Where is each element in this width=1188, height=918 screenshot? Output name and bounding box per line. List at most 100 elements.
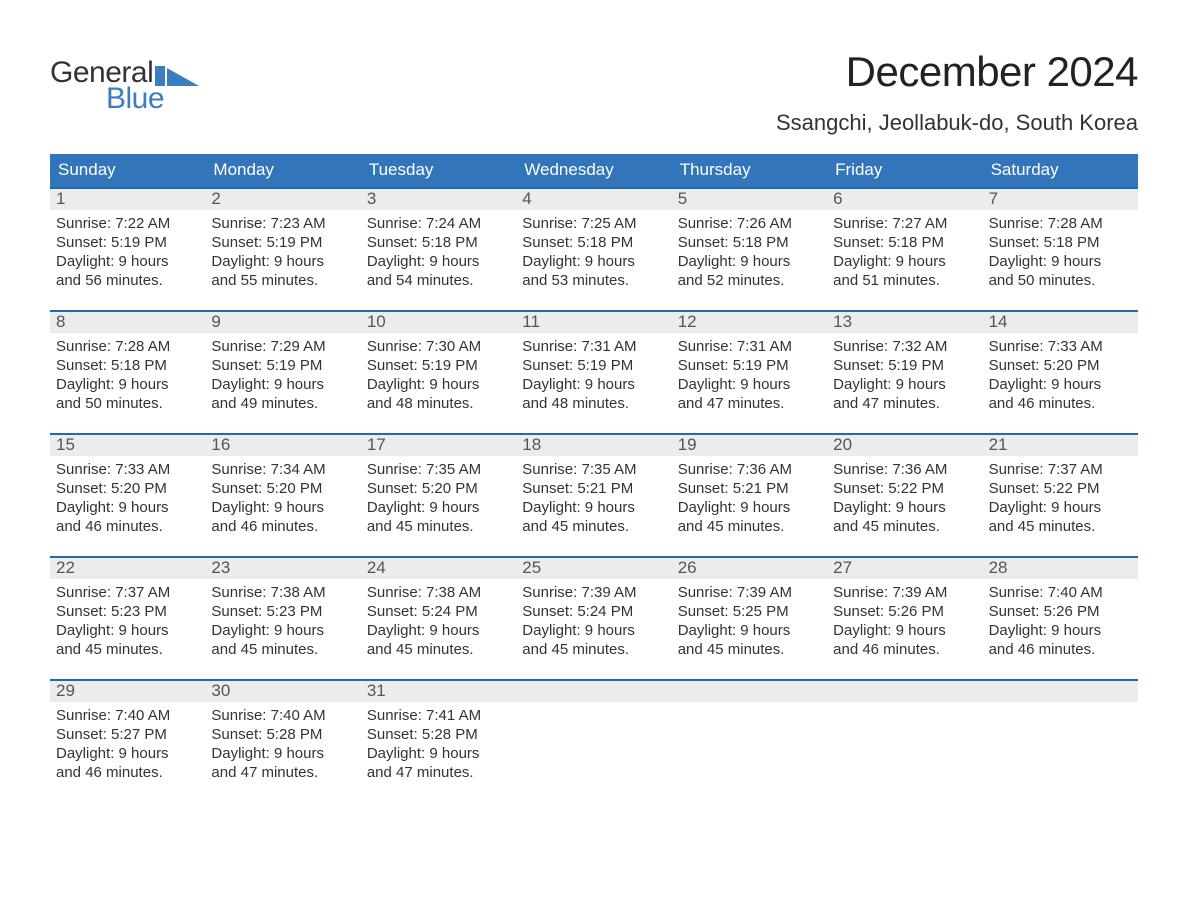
sunset-line: Sunset: 5:22 PM (833, 479, 976, 498)
daylight-line-1: Daylight: 9 hours (833, 252, 976, 271)
sunset-line: Sunset: 5:28 PM (367, 725, 510, 744)
sunrise-value: 7:24 AM (426, 215, 481, 232)
day-cell: Sunrise: 7:39 AMSunset: 5:26 PMDaylight:… (827, 579, 982, 665)
title-block: December 2024 Ssangchi, Jeollabuk-do, So… (776, 48, 1138, 136)
date-number: 15 (50, 435, 205, 456)
daylight-line-2: and 45 minutes. (367, 517, 510, 536)
date-number: 14 (983, 312, 1138, 333)
sunrise-label: Sunrise: (56, 707, 111, 724)
sunrise-line: Sunrise: 7:39 AM (678, 583, 821, 602)
daylight-line-2: and 46 minutes. (989, 640, 1132, 659)
sunset-line: Sunset: 5:26 PM (833, 602, 976, 621)
daylight-line-2: and 45 minutes. (522, 640, 665, 659)
sunrise-label: Sunrise: (211, 584, 266, 601)
sunset-value: 5:19 PM (577, 357, 633, 374)
sunrise-value: 7:36 AM (737, 461, 792, 478)
sunset-value: 5:19 PM (266, 234, 322, 251)
date-number: 30 (205, 681, 360, 702)
date-number: 29 (50, 681, 205, 702)
sunrise-line: Sunrise: 7:40 AM (211, 706, 354, 725)
weekday-header: SundayMondayTuesdayWednesdayThursdayFrid… (50, 154, 1138, 187)
day-cell: Sunrise: 7:40 AMSunset: 5:27 PMDaylight:… (50, 702, 205, 788)
date-number: 2 (205, 189, 360, 210)
day-cell: Sunrise: 7:35 AMSunset: 5:21 PMDaylight:… (516, 456, 671, 542)
sunrise-value: 7:40 AM (271, 707, 326, 724)
sunrise-line: Sunrise: 7:28 AM (989, 214, 1132, 233)
sunset-value: 5:26 PM (1044, 603, 1100, 620)
sunset-value: 5:24 PM (577, 603, 633, 620)
sunrise-value: 7:32 AM (892, 338, 947, 355)
daylight-line-1: Daylight: 9 hours (678, 498, 821, 517)
sunrise-value: 7:22 AM (115, 215, 170, 232)
sunset-line: Sunset: 5:23 PM (211, 602, 354, 621)
daylight-line-2: and 49 minutes. (211, 394, 354, 413)
daylight-line-2: and 47 minutes. (678, 394, 821, 413)
sunset-label: Sunset: (211, 357, 262, 374)
daylight-line-2: and 50 minutes. (56, 394, 199, 413)
sunset-value: 5:28 PM (422, 726, 478, 743)
daylight-line-2: and 46 minutes. (56, 763, 199, 782)
sunset-label: Sunset: (56, 480, 107, 497)
sunset-line: Sunset: 5:20 PM (211, 479, 354, 498)
sunset-label: Sunset: (678, 480, 729, 497)
date-number: 31 (361, 681, 516, 702)
sunset-label: Sunset: (989, 603, 1040, 620)
day-cell: Sunrise: 7:23 AMSunset: 5:19 PMDaylight:… (205, 210, 360, 296)
sunset-value: 5:18 PM (422, 234, 478, 251)
sunset-label: Sunset: (833, 603, 884, 620)
date-number: 1 (50, 189, 205, 210)
sunrise-value: 7:33 AM (1048, 338, 1103, 355)
date-number (672, 681, 827, 702)
date-number: 10 (361, 312, 516, 333)
sunset-line: Sunset: 5:19 PM (522, 356, 665, 375)
date-number: 13 (827, 312, 982, 333)
date-number: 23 (205, 558, 360, 579)
sunrise-label: Sunrise: (522, 461, 577, 478)
sunrise-label: Sunrise: (833, 584, 888, 601)
weekday-monday: Monday (205, 154, 360, 187)
daylight-line-1: Daylight: 9 hours (211, 375, 354, 394)
sunset-value: 5:19 PM (888, 357, 944, 374)
sunrise-label: Sunrise: (367, 707, 422, 724)
sunrise-value: 7:23 AM (271, 215, 326, 232)
day-cell: Sunrise: 7:32 AMSunset: 5:19 PMDaylight:… (827, 333, 982, 419)
sunrise-label: Sunrise: (989, 215, 1044, 232)
sunrise-label: Sunrise: (989, 584, 1044, 601)
sunset-value: 5:19 PM (111, 234, 167, 251)
sunrise-line: Sunrise: 7:40 AM (56, 706, 199, 725)
sunset-value: 5:19 PM (266, 357, 322, 374)
day-cell: Sunrise: 7:30 AMSunset: 5:19 PMDaylight:… (361, 333, 516, 419)
sunset-line: Sunset: 5:23 PM (56, 602, 199, 621)
day-cell: Sunrise: 7:28 AMSunset: 5:18 PMDaylight:… (50, 333, 205, 419)
sunrise-value: 7:35 AM (581, 461, 636, 478)
daylight-line-2: and 45 minutes. (211, 640, 354, 659)
date-number: 16 (205, 435, 360, 456)
daylight-line-2: and 45 minutes. (678, 517, 821, 536)
sunrise-value: 7:39 AM (892, 584, 947, 601)
day-cell: Sunrise: 7:38 AMSunset: 5:23 PMDaylight:… (205, 579, 360, 665)
weeks-container: 1234567Sunrise: 7:22 AMSunset: 5:19 PMDa… (50, 187, 1138, 788)
date-number: 24 (361, 558, 516, 579)
weekday-friday: Friday (827, 154, 982, 187)
date-number: 26 (672, 558, 827, 579)
sunset-line: Sunset: 5:24 PM (367, 602, 510, 621)
daylight-line-2: and 46 minutes. (211, 517, 354, 536)
sunrise-value: 7:40 AM (115, 707, 170, 724)
daylight-line-1: Daylight: 9 hours (678, 252, 821, 271)
date-number: 22 (50, 558, 205, 579)
daylight-line-1: Daylight: 9 hours (367, 744, 510, 763)
sunrise-label: Sunrise: (56, 338, 111, 355)
sunset-line: Sunset: 5:19 PM (678, 356, 821, 375)
sunrise-line: Sunrise: 7:33 AM (56, 460, 199, 479)
sunset-label: Sunset: (833, 480, 884, 497)
daylight-line-2: and 52 minutes. (678, 271, 821, 290)
sunrise-value: 7:25 AM (581, 215, 636, 232)
sunrise-value: 7:30 AM (426, 338, 481, 355)
day-cell (827, 702, 982, 788)
sunrise-line: Sunrise: 7:35 AM (522, 460, 665, 479)
sunrise-line: Sunrise: 7:33 AM (989, 337, 1132, 356)
sunrise-line: Sunrise: 7:23 AM (211, 214, 354, 233)
sunset-value: 5:20 PM (1044, 357, 1100, 374)
daylight-line-2: and 46 minutes. (56, 517, 199, 536)
date-number: 7 (983, 189, 1138, 210)
